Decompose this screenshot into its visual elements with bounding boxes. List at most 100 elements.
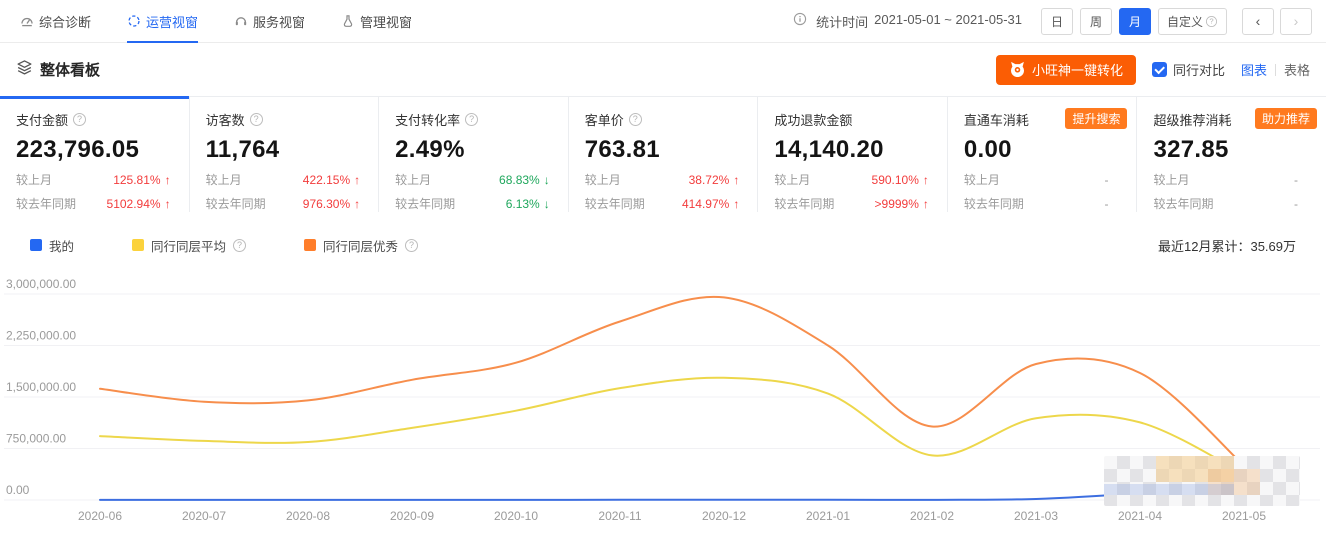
- metric-card-直通车消耗[interactable]: 直通车消耗 提升搜索 0.00 较上月 - 较去年同期 -: [948, 97, 1138, 212]
- metric-cards-row: 支付金额? 223,796.05 较上月 125.81% ↑ 较去年同期 5102.94% ↑…: [0, 96, 1326, 212]
- last-12m-total: 最近12月累计：35.69万: [1158, 238, 1296, 254]
- metric-title-text: 访客数: [205, 113, 245, 128]
- view-chart-link[interactable]: 图表: [1240, 63, 1267, 78]
- legend-label: 同行同层平均: [151, 239, 227, 254]
- compare-label: 较去年同期: [774, 197, 835, 211]
- arrow-down-icon: ↓: [543, 196, 550, 211]
- tab-label: 服务视窗: [253, 14, 306, 30]
- view-table-link[interactable]: 表格: [1283, 63, 1310, 78]
- x-axis-tick-label: 2021-01: [806, 509, 850, 523]
- y-axis-tick-label: 0.00: [6, 483, 30, 497]
- prev-period-button[interactable]: ‹: [1242, 7, 1274, 35]
- metric-title-text: 支付转化率: [395, 113, 461, 128]
- layers-icon: [16, 59, 33, 80]
- period-button-周[interactable]: 周: [1079, 7, 1112, 35]
- metric-value: 763.81: [584, 136, 660, 163]
- metric-value: 327.85: [1153, 136, 1229, 163]
- metric-card-成功退款金额[interactable]: 成功退款金额 14,140.20 较上月 590.10% ↑ 较去年同期 >9999% ↑: [758, 97, 948, 212]
- compare-row: 较去年同期 976.30% ↑: [206, 195, 367, 212]
- metric-card-支付转化率[interactable]: 支付转化率? 2.49% 较上月 68.83% ↓ 较去年同期 6.13% ↓: [379, 97, 569, 212]
- metric-title-text: 支付金额: [16, 113, 69, 128]
- help-icon[interactable]: ?: [465, 113, 479, 126]
- period-button-label: 月: [1128, 14, 1141, 29]
- compare-value: >9999%: [874, 196, 919, 211]
- compare-value: -: [1104, 172, 1109, 187]
- metric-title: 支付金额?: [16, 110, 177, 129]
- peer-compare-label: 同行对比: [1172, 63, 1225, 78]
- top-nav-tabs: 综合诊断 运营视窗 服务视窗 管理视窗: [20, 0, 412, 43]
- stat-time-controls: 统计时间 2021-05-01 ~ 2021-05-31 日 周 月 自定义? ‹ ›: [793, 7, 1312, 35]
- help-icon[interactable]: ?: [405, 238, 419, 252]
- compare-row: 较上月 68.83% ↓: [395, 171, 556, 188]
- board-header: 整体看板 小旺神一键转化 同行对比 图表 表格: [0, 43, 1326, 96]
- x-axis-tick-label: 2021-02: [910, 509, 954, 523]
- stat-time-label: 统计时间: [816, 14, 869, 30]
- help-icon[interactable]: ?: [628, 113, 642, 126]
- promo-badge[interactable]: 提升搜索: [1065, 108, 1128, 129]
- arrow-up-icon: ↑: [733, 172, 740, 187]
- top-nav-bar: 综合诊断 运营视窗 服务视窗 管理视窗 统计时间 2021-05-01 ~ 2021-…: [0, 0, 1326, 43]
- peer-compare-checkbox[interactable]: [1151, 62, 1167, 77]
- period-button-自定义[interactable]: 自定义?: [1157, 7, 1227, 35]
- metric-card-超级推荐消耗[interactable]: 超级推荐消耗 助力推荐 327.85 较上月 - 较去年同期 -: [1137, 97, 1326, 212]
- help-icon[interactable]: ?: [249, 113, 263, 126]
- legend-mark: [132, 239, 145, 251]
- metric-card-支付金额[interactable]: 支付金额? 223,796.05 较上月 125.81% ↑ 较去年同期 5102.94% ↑: [0, 96, 190, 212]
- mascot-cat-icon: [1009, 60, 1026, 80]
- compare-value: 38.72%: [688, 172, 730, 187]
- compare-label: 较去年同期: [584, 197, 645, 211]
- line-chart-svg: 0.00 750,000.00 1,500,000.00 2,250,000.00 3,…: [4, 277, 1320, 523]
- next-period-button[interactable]: ›: [1280, 7, 1312, 35]
- legend-mark: [30, 239, 42, 251]
- metric-card-客单价[interactable]: 客单价? 763.81 较上月 38.72% ↑ 较去年同期 414.97% ↑: [569, 97, 759, 212]
- compare-row: 较去年同期 -: [964, 195, 1125, 212]
- chart-legend-row: 我的 同行同层平均? 同行同层优秀? 最近12月累计：35.69万: [0, 234, 1326, 256]
- legend-item-同行同层平均[interactable]: 同行同层平均?: [132, 236, 247, 255]
- x-axis-tick-label: 2021-03: [1014, 509, 1058, 523]
- view-switch: 图表 表格: [1241, 60, 1310, 79]
- metric-title-text: 超级推荐消耗: [1153, 113, 1232, 128]
- metric-title: 超级推荐消耗: [1153, 110, 1314, 129]
- compare-row: 较去年同期 6.13% ↓: [395, 195, 556, 212]
- y-axis-tick-label: 3,000,000.00: [6, 277, 76, 291]
- period-buttons: 日 周 月 自定义?: [1040, 7, 1227, 35]
- help-icon[interactable]: ?: [1205, 15, 1218, 27]
- arrow-up-icon: ↑: [922, 196, 929, 211]
- tab-综合诊断[interactable]: 综合诊断: [20, 0, 91, 43]
- metric-card-访客数[interactable]: 访客数? 11,764 较上月 422.15% ↑ 较去年同期 976.30% ↑: [190, 97, 380, 212]
- stat-time-text: 统计时间 2021-05-01 ~ 2021-05-31: [816, 12, 1022, 31]
- compare-label: 较去年同期: [1153, 197, 1214, 211]
- metric-title: 直通车消耗: [964, 110, 1125, 129]
- compare-label: 较上月: [205, 173, 242, 187]
- promo-badge[interactable]: 助力推荐: [1255, 108, 1318, 129]
- metric-title: 成功退款金额: [774, 110, 935, 129]
- info-circle-icon[interactable]: [793, 12, 807, 31]
- compare-value: 68.83%: [499, 172, 540, 187]
- arrow-up-icon: ↑: [733, 196, 740, 211]
- arrow-up-icon: ↑: [164, 196, 171, 211]
- one-key-convert-button[interactable]: 小旺神一键转化: [995, 54, 1136, 85]
- y-axis-tick-label: 750,000.00: [6, 432, 66, 446]
- tab-运营视窗[interactable]: 运营视窗: [127, 0, 199, 43]
- compare-value: 976.30%: [302, 196, 351, 211]
- compare-row: 较去年同期 >9999% ↑: [774, 195, 935, 212]
- help-icon[interactable]: ?: [73, 113, 87, 126]
- tab-服务视窗[interactable]: 服务视窗: [234, 0, 305, 43]
- tab-管理视窗[interactable]: 管理视窗: [341, 0, 412, 43]
- legend-item-我的[interactable]: 我的: [30, 236, 74, 255]
- compare-value: -: [1104, 196, 1109, 211]
- board-title-text: 整体看板: [40, 62, 101, 79]
- legend-item-同行同层优秀[interactable]: 同行同层优秀?: [304, 236, 419, 255]
- arrow-down-icon: ↓: [543, 172, 550, 187]
- series-line-同行同层优秀: [99, 295, 1245, 467]
- period-button-label: 周: [1089, 14, 1102, 29]
- compare-value: 414.97%: [681, 196, 730, 211]
- metric-title: 支付转化率?: [395, 110, 556, 129]
- period-button-月[interactable]: 月: [1118, 7, 1151, 35]
- help-icon[interactable]: ?: [233, 238, 247, 252]
- y-axis-tick-label: 1,500,000.00: [6, 380, 76, 394]
- x-axis-tick-label: 2021-05: [1222, 509, 1266, 523]
- period-button-日[interactable]: 日: [1040, 7, 1073, 35]
- headset-icon: [234, 14, 248, 28]
- period-button-label: 日: [1050, 14, 1063, 29]
